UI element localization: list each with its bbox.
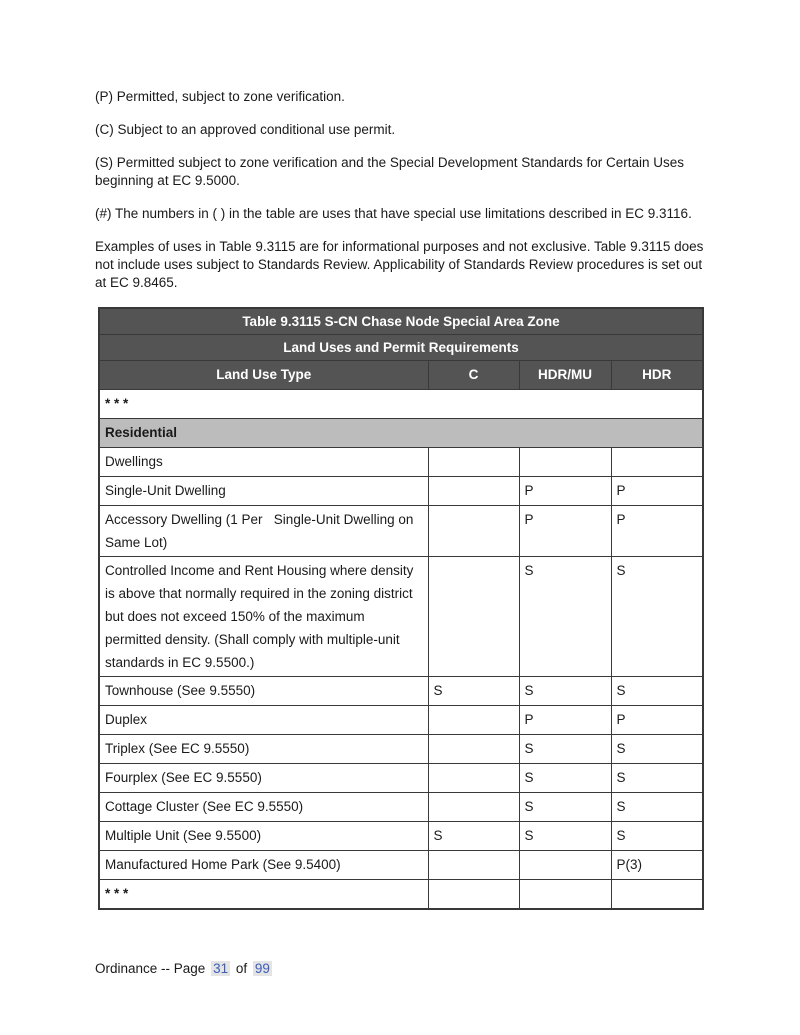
table-header: Table 9.3115 S-CN Chase Node Special Are… [98, 307, 704, 390]
permit-cell-c [427, 705, 520, 735]
table-row: Triplex (See EC 9.5550) S S [98, 734, 704, 764]
table-title: Table 9.3115 S-CN Chase Node Special Are… [98, 307, 704, 335]
legend-conditional: (C) Subject to an approved conditional u… [95, 122, 396, 137]
column-header-hdr: HDR [610, 360, 704, 390]
table-row: * * * [98, 879, 704, 909]
table-row: Dwellings [98, 447, 704, 477]
permit-cell-c [427, 850, 520, 880]
permit-cell-c [427, 734, 520, 764]
table-row: Fourplex (See EC 9.5550) S S [98, 763, 704, 793]
permit-cell-hdr-mu: P [518, 476, 612, 506]
column-header-row: Land Use Type C HDR/MU HDR [99, 360, 704, 390]
permit-cell-hdr-mu: S [518, 821, 612, 851]
land-use-cell: Multiple Unit (See 9.5500) [98, 821, 429, 851]
permit-cell-hdr: S [610, 763, 704, 793]
permit-cell-hdr-mu: S [518, 676, 612, 706]
permit-cell-c [427, 556, 520, 677]
column-header-c: C [427, 360, 520, 390]
table-subtitle-row: Land Uses and Permit Requirements [98, 334, 704, 361]
permit-cell-hdr: S [610, 821, 704, 851]
column-header-land-use-type: Land Use Type [99, 360, 429, 390]
land-use-cell: Fourplex (See EC 9.5550) [98, 763, 429, 793]
permit-cell-hdr-mu: P [518, 705, 612, 735]
permit-cell-hdr-mu: S [518, 792, 612, 822]
permit-cell-hdr [610, 879, 704, 909]
table-row: Townhouse (See 9.5550) S S S [98, 676, 704, 706]
permit-cell-c: S [427, 676, 520, 706]
land-use-cell: Manufactured Home Park (See 9.5400) [98, 850, 429, 880]
table-title-row: Table 9.3115 S-CN Chase Node Special Are… [98, 307, 704, 335]
land-use-permit-table: Table 9.3115 S-CN Chase Node Special Are… [98, 307, 704, 910]
land-use-cell: Accessory Dwelling (1 Per Single-Unit Dw… [98, 505, 429, 557]
permit-cell-hdr: P [610, 476, 704, 506]
permit-cell-c [427, 505, 520, 557]
permit-cell-hdr-mu: S [518, 556, 612, 677]
permit-cell-c [427, 476, 520, 506]
table-subtitle: Land Uses and Permit Requirements [98, 334, 704, 361]
land-use-cell: Dwellings [98, 447, 429, 477]
ellipsis-label: * * * [98, 389, 704, 419]
permit-cell-hdr: S [610, 676, 704, 706]
ellipsis-row: * * * [98, 389, 704, 419]
permit-cell-c [427, 792, 520, 822]
permit-cell-hdr: S [610, 734, 704, 764]
permit-cell-hdr: P(3) [610, 850, 704, 880]
permit-cell-hdr-mu: S [518, 763, 612, 793]
page-content: (P) Permitted, subject to zone verificat… [95, 88, 707, 910]
permit-cell-c: S [427, 821, 520, 851]
land-use-cell: Single-Unit Dwelling [98, 476, 429, 506]
legend-special-standards: (S) Permitted subject to zone verificati… [95, 155, 685, 188]
total-pages-field: 99 [252, 961, 272, 976]
permit-cell-hdr [610, 447, 704, 477]
permit-cell-c [427, 879, 520, 909]
footer-prefix: Ordinance -- Page [95, 961, 206, 976]
table-row: Manufactured Home Park (See 9.5400) P(3) [98, 850, 704, 880]
permit-cell-hdr: P [610, 505, 704, 557]
footer-of-label: of [235, 961, 248, 976]
table-row: Multiple Unit (See 9.5500) S S S [98, 821, 704, 851]
permit-cell-hdr: P [610, 705, 704, 735]
land-use-cell: Triplex (See EC 9.5550) [98, 734, 429, 764]
table-body: * * * Residential Dwellings Single-Unit Dwe… [98, 389, 704, 909]
land-use-cell: Duplex [98, 705, 429, 735]
page-footer: Ordinance -- Page 31 of 99 [95, 961, 274, 976]
permit-cell-hdr: S [610, 792, 704, 822]
permit-cell-hdr: S [610, 556, 704, 677]
column-header-hdr-mu: HDR/MU [518, 360, 612, 390]
legend-use-limitations: (#) The numbers in ( ) in the table are … [95, 206, 692, 221]
land-use-cell: Townhouse (See 9.5550) [98, 676, 429, 706]
permit-cell-c [427, 763, 520, 793]
permit-cell-hdr-mu: P [518, 505, 612, 557]
permit-cell-hdr-mu: S [518, 734, 612, 764]
section-row: Residential [98, 418, 704, 448]
permit-cell-hdr-mu [518, 447, 612, 477]
paragraph-examples-note: Examples of uses in Table 9.3115 are for… [95, 239, 704, 290]
section-label: Residential [98, 418, 704, 448]
table-row: Single-Unit Dwelling P P [98, 476, 704, 506]
table-row: Cottage Cluster (See EC 9.5550) S S [98, 792, 704, 822]
land-use-cell: Controlled Income and Rent Housing where… [98, 556, 429, 677]
table-row: Duplex P P [98, 705, 704, 735]
table-row: Accessory Dwelling (1 Per Single-Unit Dw… [98, 505, 704, 557]
permit-cell-hdr-mu [518, 850, 612, 880]
land-use-cell: Cottage Cluster (See EC 9.5550) [98, 792, 429, 822]
permit-cell-hdr-mu [518, 879, 612, 909]
permit-cell-c [427, 447, 520, 477]
table-row: Controlled Income and Rent Housing where… [98, 556, 704, 677]
land-use-cell: * * * [98, 879, 429, 909]
legend-permitted: (P) Permitted, subject to zone verificat… [95, 89, 345, 104]
page-number-field: 31 [211, 961, 231, 976]
